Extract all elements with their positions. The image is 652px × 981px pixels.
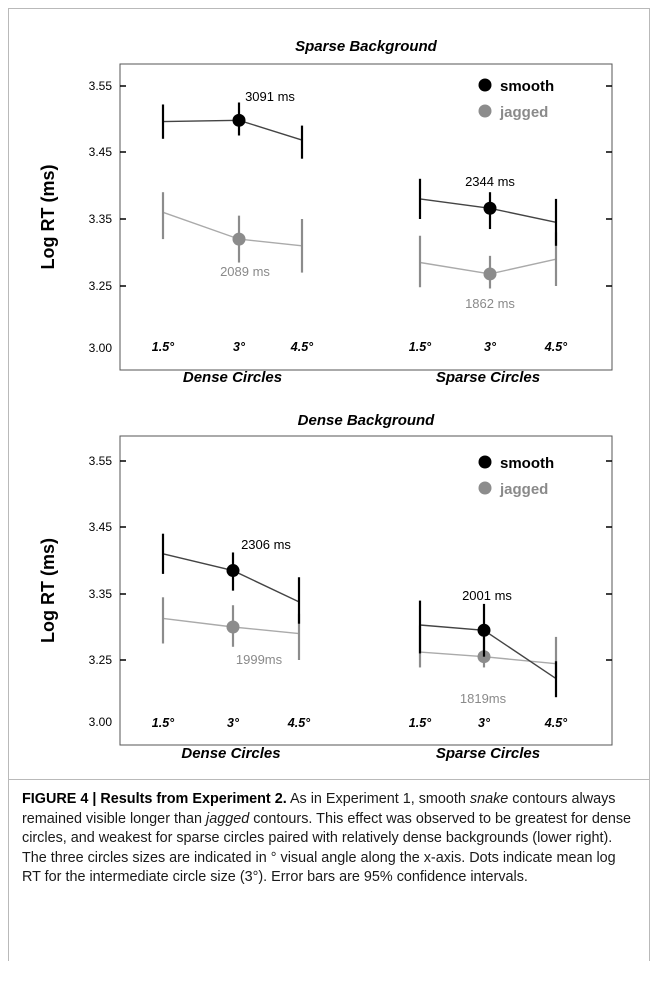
results-figure: Sparse Background 3.00 3.25 3.35 3.45 3.55 Log… <box>38 38 613 762</box>
panel1-jagged-mean-dot <box>483 267 497 281</box>
panel2-legend-jagged-label: jagged <box>499 481 548 498</box>
caption-italic-snake: snake <box>469 791 509 807</box>
panel1-plot-frame <box>119 63 613 371</box>
panel2-y-tick-label: 3.25 <box>89 653 113 667</box>
panel2-y-tick-label: 3.55 <box>89 454 113 468</box>
caption-label: FIGURE 4 | Results from Experiment 2. <box>22 791 287 807</box>
panel2-y-axis-label: Log RT (ms) <box>38 538 58 643</box>
panel2-group-label: Dense Circles <box>181 745 280 762</box>
panel1-jagged-annotation: 2089 ms <box>220 264 270 279</box>
panel1-legend-jagged-marker <box>478 104 492 118</box>
panel2-legend-smooth-label: smooth <box>500 455 554 472</box>
panel1-x-tick-label: 3° <box>233 340 246 354</box>
panel2-group-label: Sparse Circles <box>436 745 540 762</box>
caption-text-2: contours always remained visible longer … <box>22 791 616 827</box>
panel2-x-tick-label: 3° <box>478 716 491 730</box>
panel1-smooth-annotation: 3091 ms <box>245 89 295 104</box>
panel2-x-tick-label: 3° <box>227 716 240 730</box>
caption-rule <box>8 779 649 780</box>
panel2-jagged-annotation: 1999ms <box>236 652 283 667</box>
panel1-smooth-mean-dot <box>483 201 497 215</box>
panel2-y-tick-label: 3.35 <box>89 587 113 601</box>
panel1-y-axis-label: Log RT (ms) <box>38 165 58 270</box>
panel2-y-tick-label: 3.00 <box>89 715 113 729</box>
panel1-title: Sparse Background <box>295 38 438 55</box>
panel2-x-tick-label: 4.5° <box>287 716 311 730</box>
caption-italic-jagged: jagged <box>206 810 250 827</box>
caption-text-3: contours. This effect was observed to be… <box>22 810 632 886</box>
figure-frame <box>8 8 650 961</box>
panel1-y-tick-label: 3.45 <box>89 145 113 159</box>
panel2-legend-jagged-marker <box>478 481 492 495</box>
panel1-group-label: Sparse Circles <box>436 369 540 386</box>
panel1-x-tick-label: 4.5° <box>290 340 314 354</box>
panel2-smooth-series-line <box>162 553 300 603</box>
panel2-jagged-annotation: 1819ms <box>460 691 507 706</box>
panel1-legend-smooth-label: smooth <box>500 78 554 95</box>
panel1-jagged-mean-dot <box>232 232 246 246</box>
panel2-legend-smooth-marker <box>478 455 492 469</box>
panel2-smooth-annotation: 2306 ms <box>241 537 291 552</box>
figure-caption: FIGURE 4 | Results from Experiment 2. As… <box>22 790 634 888</box>
panel2-smooth-annotation: 2001 ms <box>462 588 512 603</box>
panel1-group-label: Dense Circles <box>183 369 282 386</box>
panel1-y-tick-label: 3.00 <box>89 341 113 355</box>
panel1-smooth-annotation: 2344 ms <box>465 174 515 189</box>
panel2-x-tick-label: 1.5° <box>152 716 175 730</box>
panel2-smooth-mean-dot <box>226 564 240 578</box>
panel1-legend-smooth-marker <box>478 78 492 92</box>
panel1-y-tick-label: 3.35 <box>89 212 113 226</box>
panel1-y-tick-label: 3.55 <box>89 79 113 93</box>
panel1-x-tick-label: 3° <box>484 340 497 354</box>
caption-text-1: As in Experiment 1, smooth <box>286 791 470 807</box>
panel1-x-tick-label: 4.5° <box>544 340 568 354</box>
panel1-jagged-series-line <box>162 211 303 247</box>
panel2-plot-frame <box>119 435 613 746</box>
panel1-legend-jagged-label: jagged <box>499 104 548 121</box>
panel2-x-tick-label: 4.5° <box>544 716 568 730</box>
panel2-x-tick-label: 1.5° <box>409 716 432 730</box>
panel2-jagged-mean-dot <box>226 620 240 634</box>
panel2-title: Dense Background <box>298 412 436 429</box>
panel2-smooth-mean-dot <box>477 623 491 637</box>
panel1-x-tick-label: 1.5° <box>152 340 175 354</box>
panel1-smooth-series-line <box>162 119 303 141</box>
panel1-smooth-mean-dot <box>232 113 246 127</box>
panel1-x-tick-label: 1.5° <box>409 340 432 354</box>
panel2-y-tick-label: 3.45 <box>89 520 113 534</box>
panel1-y-tick-label: 3.25 <box>89 279 113 293</box>
panel1-jagged-annotation: 1862 ms <box>465 296 515 311</box>
